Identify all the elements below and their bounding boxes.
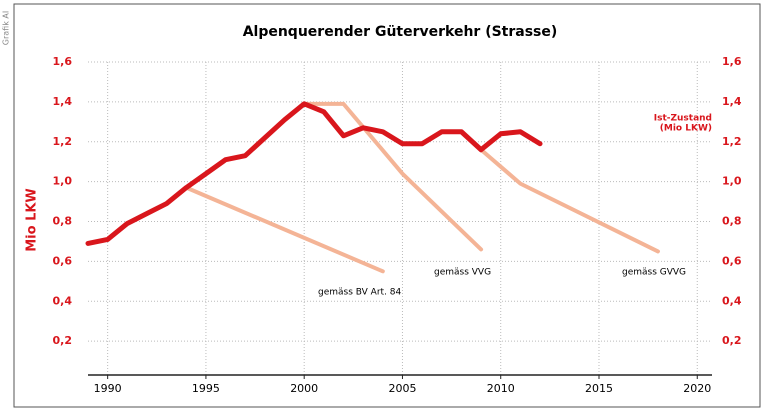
- y2-tick-label: 0,4: [722, 294, 742, 307]
- y-tick-label: 0,2: [53, 334, 73, 347]
- y-axis-label: Mio LKW: [25, 188, 40, 252]
- series-label: gemäss VVG: [434, 268, 491, 278]
- x-tick-label: 2010: [487, 382, 515, 395]
- series-label: gemäss BV Art. 84: [318, 288, 402, 298]
- y2-tick-label: 0,2: [722, 334, 742, 347]
- x-tick-label: 2000: [290, 382, 318, 395]
- y-tick-label: 1,4: [53, 95, 73, 108]
- y-tick-label: 0,4: [53, 294, 73, 307]
- line: [85, 101, 543, 246]
- y-tick-label: 1,2: [53, 135, 73, 148]
- y2-tick-label: 1,6: [722, 55, 742, 68]
- y-tick-label: 0,6: [53, 254, 73, 267]
- series-label: Ist-Zustand: [654, 114, 712, 124]
- frame: [13, 3, 761, 408]
- series-label: (Mio LKW): [660, 124, 712, 134]
- x-tick-label: 2005: [388, 382, 416, 395]
- source: Grafik AI: [2, 11, 11, 45]
- line: [302, 101, 484, 252]
- y-tick-label: 1,0: [53, 175, 73, 188]
- chart-title: Alpenquerender Güterverkehr (Strasse): [243, 24, 558, 40]
- y-tick-label: 1,6: [53, 55, 73, 68]
- y2-tick-label: 1,2: [722, 135, 742, 148]
- y2-tick-label: 1,0: [722, 175, 742, 188]
- y2-tick-label: 0,8: [722, 215, 742, 228]
- x-tick-label: 2020: [683, 382, 711, 395]
- line: [184, 185, 385, 274]
- series-label: gemäss GVVG: [622, 268, 686, 278]
- x-tick-label: 1990: [94, 382, 122, 395]
- y2-tick-label: 1,4: [722, 95, 742, 108]
- x-tick-label: 2015: [585, 382, 613, 395]
- y-tick-label: 0,8: [53, 215, 73, 228]
- y2-tick-label: 0,6: [722, 254, 742, 267]
- line: [479, 147, 660, 254]
- x-tick-label: 1995: [192, 382, 220, 395]
